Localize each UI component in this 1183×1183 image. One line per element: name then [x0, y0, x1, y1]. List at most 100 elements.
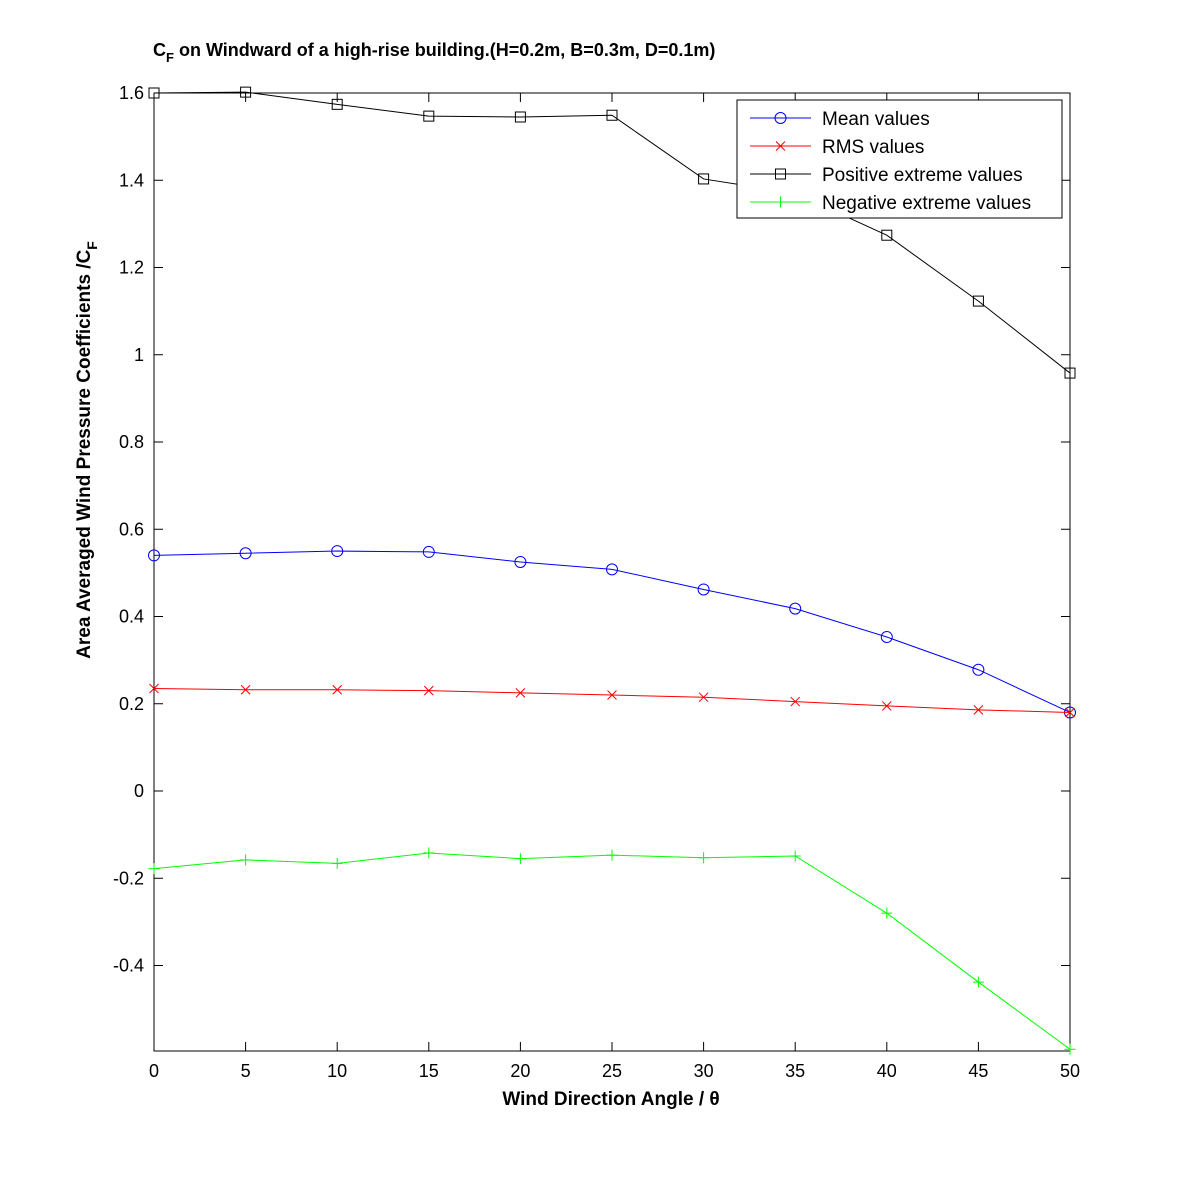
data-point: [514, 853, 526, 865]
chart-title: CF on Windward of a high-rise building.(…: [153, 40, 715, 65]
data-point: [972, 295, 984, 307]
data-point: [698, 692, 709, 703]
data-point: [331, 98, 343, 110]
data-point: [972, 976, 984, 988]
x-tick-label: 30: [694, 1061, 714, 1081]
data-point-stroke: [240, 684, 251, 695]
y-tick-label: -0.2: [113, 868, 144, 888]
legend-box: [736, 99, 1063, 219]
data-point: [423, 685, 434, 696]
series-line: [153, 550, 1071, 713]
data-point: [789, 850, 801, 862]
x-tick-label: 50: [1060, 1061, 1080, 1081]
data-point: [789, 602, 802, 615]
data-point: [239, 547, 252, 560]
legend-label: Positive extreme values: [822, 165, 1023, 186]
data-point: [1064, 367, 1076, 379]
data-point: [774, 112, 787, 124]
x-tick-label: 0: [149, 1061, 159, 1081]
data-point: [880, 631, 893, 644]
data-point: [881, 229, 893, 241]
y-tick-label: 0.2: [119, 694, 144, 714]
legend-label: RMS values: [822, 137, 924, 158]
x-tick-label: 20: [510, 1061, 530, 1081]
x-tick-label: 45: [968, 1061, 988, 1081]
y-tick-label: 0.8: [119, 432, 144, 452]
data-point-stroke: [607, 690, 617, 700]
y-axis-label: Area Averaged Wind Pressure Coefficients…: [74, 241, 100, 659]
data-point: [606, 109, 618, 121]
data-point: [775, 141, 786, 151]
data-point: [775, 168, 786, 180]
data-point: [698, 852, 710, 864]
data-point: [422, 545, 435, 558]
data-point: [606, 563, 618, 576]
x-tick-label: 5: [241, 1061, 251, 1081]
data-point-stroke: [698, 692, 709, 703]
plot-area: [153, 92, 1071, 1052]
y-tick-label: 1: [134, 345, 144, 365]
y-tick-label: 1.6: [119, 83, 144, 103]
data-point-stroke: [775, 141, 786, 151]
x-tick-label: 35: [785, 1061, 805, 1081]
data-point-stroke: [149, 683, 159, 694]
data-point: [881, 701, 892, 711]
data-point: [697, 583, 710, 596]
data-point-stroke: [790, 696, 801, 707]
data-point: [332, 684, 343, 695]
x-axis-label: Wind Direction Angle / θ: [502, 1089, 719, 1110]
data-point: [790, 696, 801, 707]
data-point: [1065, 707, 1075, 718]
data-point-stroke: [332, 684, 343, 695]
series-mean-values: [148, 545, 1076, 719]
data-point: [514, 111, 526, 123]
y-axis: -0.4 -0.2 0 0.2 0.4 0.6 0.8 1 1.2 1.4 1.6: [113, 83, 1070, 976]
data-point-stroke: [1065, 707, 1075, 718]
data-point: [698, 173, 710, 185]
data-point: [881, 907, 893, 919]
data-point-stroke: [881, 701, 892, 711]
y-tick-label: 0.4: [119, 607, 144, 627]
legend: Mean values RMS values Positive extreme va…: [736, 99, 1063, 219]
data-point: [606, 849, 618, 861]
data-point-stroke: [515, 687, 526, 698]
series-line: [153, 91, 1071, 374]
data-point: [148, 863, 160, 875]
data-point: [775, 196, 786, 208]
data-point: [972, 663, 985, 676]
legend-entry: Negative extreme values: [750, 193, 1031, 214]
data-point: [148, 549, 160, 562]
legend-entry: Mean values: [750, 109, 930, 130]
data-point: [1064, 1043, 1076, 1055]
series-layer: [148, 86, 1076, 1055]
y-tick-label: -0.4: [113, 956, 144, 976]
data-point: [240, 684, 251, 695]
data-point: [973, 705, 984, 715]
legend-label: Mean values: [822, 109, 930, 130]
data-point-stroke: [423, 685, 434, 696]
data-point: [331, 857, 343, 869]
legend-entry: RMS values: [750, 137, 924, 158]
data-point: [149, 683, 159, 694]
series-negative-extreme-values: [148, 847, 1076, 1055]
legend-label: Negative extreme values: [822, 193, 1031, 214]
y-tick-label: 0.6: [119, 519, 144, 539]
data-point: [607, 690, 617, 700]
data-point: [515, 687, 526, 698]
legend-entry: Positive extreme values: [750, 165, 1023, 186]
x-tick-label: 10: [327, 1061, 347, 1081]
y-tick-label: 1.4: [119, 170, 144, 190]
data-point: [423, 847, 435, 859]
y-tick-label: 1.2: [119, 258, 144, 278]
axes-box: [153, 92, 1071, 1052]
data-point: [514, 555, 527, 568]
data-point: [148, 87, 160, 99]
data-point: [240, 854, 252, 866]
x-axis: 0 5 10 15 20 25 30 35 40 45 50: [149, 93, 1080, 1081]
data-point: [240, 86, 252, 98]
data-point: [423, 110, 435, 122]
series-rms-values: [149, 683, 1075, 718]
data-point: [331, 545, 344, 558]
y-tick-label: 0: [134, 781, 144, 801]
